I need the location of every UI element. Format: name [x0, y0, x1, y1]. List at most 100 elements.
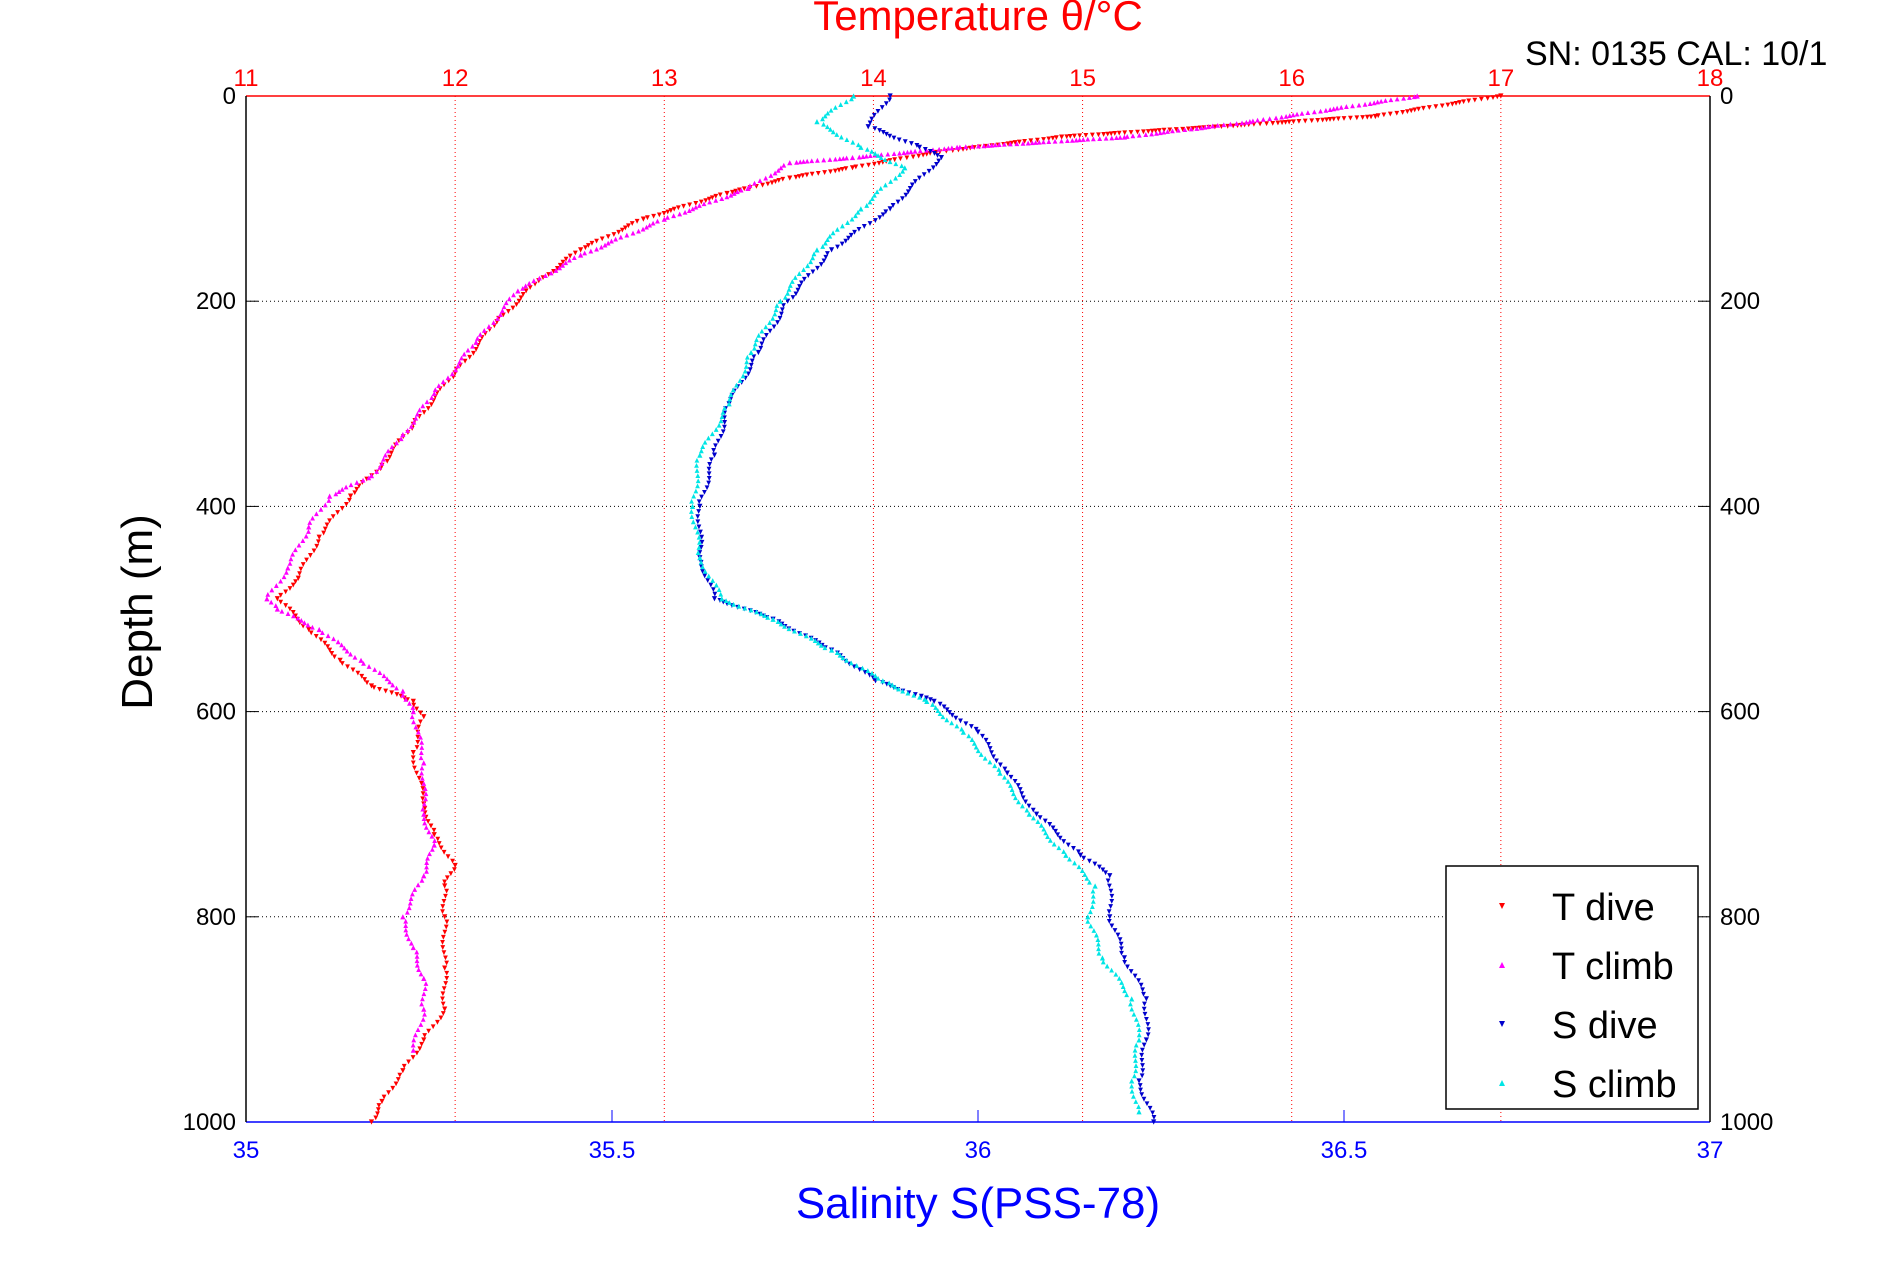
- data-point: [1077, 852, 1084, 858]
- data-point: [389, 444, 395, 450]
- data-point: [1095, 937, 1101, 942]
- data-point: [1034, 137, 1040, 143]
- data-point: [1291, 119, 1296, 125]
- data-point: [782, 623, 787, 629]
- data-point: [706, 480, 712, 486]
- data-point: [858, 144, 864, 150]
- data-point: [1112, 131, 1118, 136]
- data-point: [909, 141, 914, 146]
- data-point: [1051, 841, 1057, 847]
- data-point: [443, 924, 449, 930]
- data-point: [426, 829, 432, 835]
- data-point: [859, 163, 865, 169]
- data-point: [1243, 119, 1249, 125]
- legend: T dive T climb S dive S climb: [1445, 865, 1699, 1110]
- data-point: [440, 996, 445, 1002]
- data-point: [385, 448, 391, 454]
- data-point: [1036, 139, 1042, 145]
- data-point: [1239, 120, 1245, 126]
- data-point: [822, 240, 828, 246]
- data-point: [403, 923, 409, 928]
- data-point: [1119, 946, 1124, 952]
- data-point: [503, 300, 509, 306]
- x-top-tick-label: 15: [1069, 65, 1096, 92]
- data-point: [843, 166, 849, 172]
- data-point: [1053, 135, 1059, 141]
- data-point: [805, 263, 811, 269]
- data-point: [698, 559, 704, 565]
- data-point: [696, 534, 702, 540]
- data-point: [695, 483, 700, 489]
- data-point: [420, 403, 426, 409]
- data-point: [352, 654, 358, 660]
- data-point: [414, 962, 420, 968]
- data-point: [420, 791, 426, 797]
- data-point: [710, 578, 716, 583]
- legend-marker: [1499, 962, 1505, 968]
- data-point: [278, 599, 284, 605]
- data-point: [1185, 126, 1191, 132]
- data-point: [875, 108, 881, 114]
- data-point: [421, 975, 427, 981]
- data-point: [893, 161, 899, 167]
- data-point: [860, 665, 865, 671]
- data-point: [811, 251, 817, 257]
- data-point: [763, 324, 769, 330]
- data-point: [410, 944, 416, 951]
- data-point: [444, 975, 450, 981]
- data-point: [697, 539, 702, 545]
- data-point: [878, 185, 884, 191]
- data-point: [851, 664, 857, 670]
- data-point: [1072, 133, 1077, 139]
- data-point: [273, 583, 279, 588]
- data-point: [432, 387, 438, 392]
- data-point: [871, 161, 877, 167]
- data-point: [300, 538, 306, 543]
- data-point: [1270, 120, 1276, 126]
- data-point: [611, 232, 617, 237]
- data-point: [1490, 95, 1496, 101]
- data-point: [693, 488, 699, 494]
- data-point: [394, 692, 400, 697]
- data-point: [706, 196, 712, 202]
- data-point: [751, 345, 757, 351]
- legend-marker: [1499, 1021, 1505, 1027]
- data-point: [1109, 893, 1115, 899]
- data-point: [775, 167, 781, 173]
- data-point: [358, 657, 364, 663]
- data-point: [949, 720, 955, 726]
- data-point: [839, 241, 845, 247]
- data-point: [1136, 1104, 1141, 1110]
- x-bottom-tick-label: 36: [965, 1137, 992, 1164]
- data-point: [352, 490, 358, 496]
- data-point: [1136, 132, 1142, 138]
- data-point: [1136, 1032, 1142, 1038]
- data-point: [1408, 108, 1414, 114]
- data-point: [899, 163, 905, 169]
- data-point: [845, 220, 850, 225]
- data-point: [880, 678, 886, 684]
- data-point: [283, 569, 289, 575]
- data-point: [800, 173, 806, 179]
- data-point: [872, 126, 878, 132]
- data-point: [411, 719, 416, 725]
- data-point: [426, 1028, 432, 1034]
- data-point: [1042, 818, 1048, 824]
- data-point: [935, 153, 940, 158]
- data-point: [1426, 105, 1432, 110]
- data-point: [1065, 842, 1071, 848]
- data-point: [1024, 807, 1030, 813]
- data-point: [812, 638, 818, 643]
- data-point: [582, 250, 588, 256]
- data-point: [747, 183, 753, 189]
- data-point: [858, 206, 864, 212]
- data-point: [416, 724, 422, 730]
- data-point: [1133, 1063, 1139, 1068]
- data-point: [295, 615, 301, 621]
- data-point: [1150, 1110, 1155, 1116]
- data-point: [996, 142, 1002, 147]
- data-point: [283, 603, 289, 608]
- data-point: [296, 542, 302, 548]
- data-point: [1394, 96, 1400, 102]
- data-point: [747, 367, 753, 372]
